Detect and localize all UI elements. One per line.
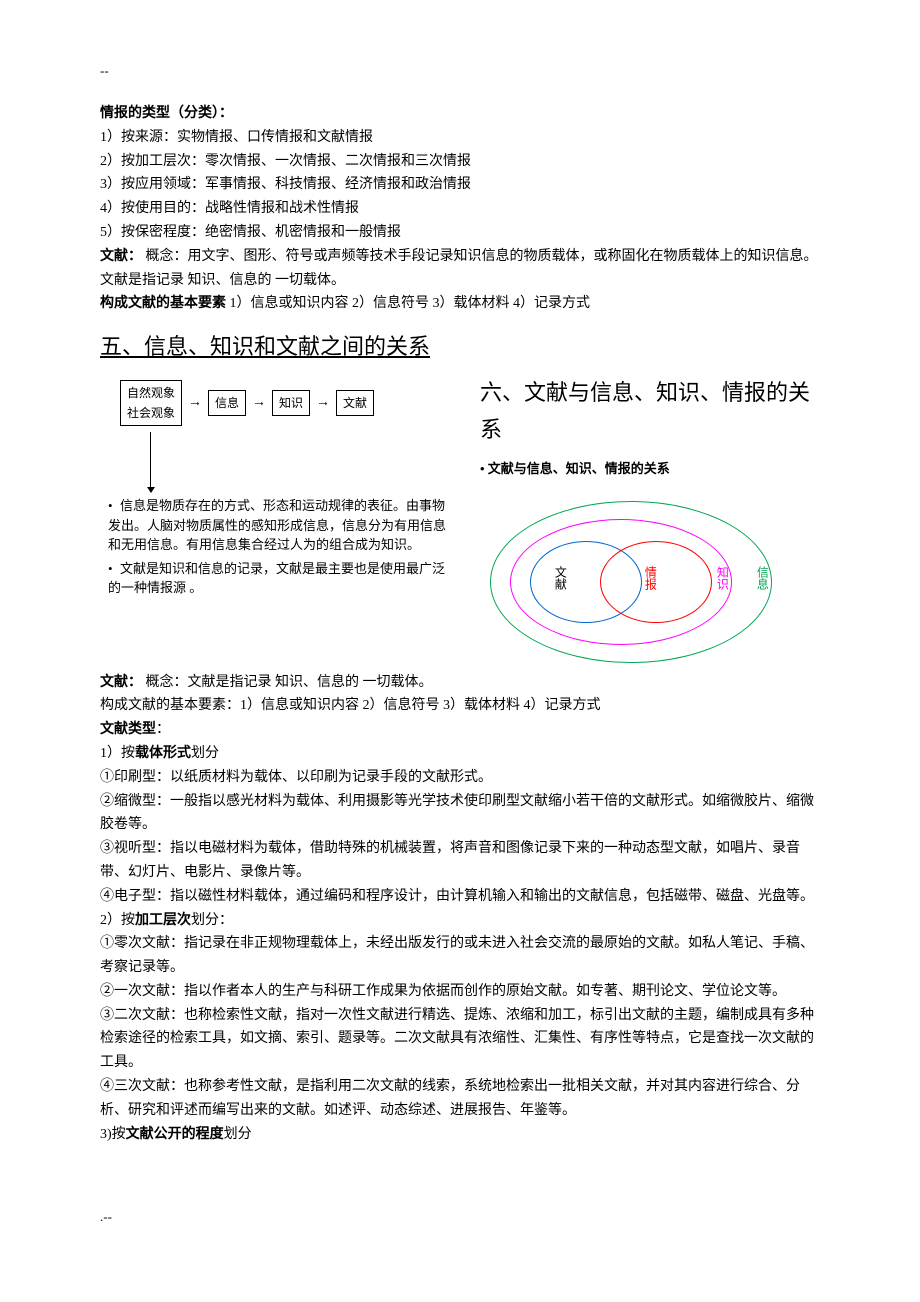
gouchen-para: 构成文献的基本要素 1）信息或知识内容 2）信息符号 3）载体材料 4）记录方式: [100, 292, 820, 316]
cat1-item: ①印刷型：以纸质材料为载体、以印刷为记录手段的文献形式。: [100, 766, 820, 790]
gouchen-items: 1）信息或知识内容 2）信息符号 3）载体材料 4）记录方式: [226, 296, 590, 311]
cat1-item: ④电子型：指以磁性材料载体，通过编码和程序设计，由计算机输入和输出的文献信息，包…: [100, 885, 820, 909]
flow-box-info: 信息: [208, 390, 246, 416]
cat1-tail: 划分: [191, 746, 219, 761]
flow-row: 自然观象 社会观象 → 信息 → 知识 → 文献: [120, 380, 450, 427]
cat1-item: ②缩微型：一般指以感光材料为载体、利用摄影等光学技术使印刷型文献缩小若干倍的文献…: [100, 790, 820, 838]
bullet-text: 文献是知识和信息的记录，文献是最主要也是使用最广泛的一种情报源 。: [108, 561, 445, 596]
cat3-heading: 3)按文献公开的程度划分: [100, 1123, 820, 1147]
cat2-tail: 划分：: [191, 913, 233, 928]
bullet-dot: •: [108, 559, 120, 579]
bullet-block-1: •信息是物质存在的方式、形态和运动规律的表征。由事物发出。人脑对物质属性的感知形…: [108, 496, 450, 555]
cat2-item: ②一次文献：指以作者本人的生产与科研工作成果为依据而创作的原始文献。如专著、期刊…: [100, 980, 820, 1004]
type-item: 2）按加工层次：零次情报、一次情报、二次情报和三次情报: [100, 150, 820, 174]
right-venn-diagram: 六、文献与信息、知识、情报的关系 • 文献与信息、知识、情报的关系 文献 情报 …: [470, 374, 820, 671]
footer-dash: .--: [100, 1206, 820, 1228]
wenxian-concept: 概念：用文字、图形、符号或声频等技术手段记录知识信息的物质载体，或称固化在物质载…: [100, 249, 818, 288]
flow-box-line: 自然观象: [127, 383, 175, 403]
cat1-bold: 载体形式: [135, 746, 191, 761]
wenxian2-gouchen: 构成文献的基本要素：1）信息或知识内容 2）信息符号 3）载体材料 4）记录方式: [100, 694, 820, 718]
section6-title: 六、文献与信息、知识、情报的关系: [480, 374, 820, 449]
wenxian-type-label: 文献类型: [100, 722, 156, 737]
arrow-icon: →: [252, 391, 266, 415]
gouchen-label: 构成文献的基本要素: [100, 296, 226, 311]
cat2-bold: 加工层次: [135, 913, 191, 928]
wenxian2-para: 文献： 概念：文献是指记录 知识、信息的 一切载体。: [100, 671, 820, 695]
section5-title: 五、信息、知识和文献之间的关系: [100, 328, 820, 365]
venn-label-zhishi: 知识: [712, 566, 732, 590]
venn-label-xinxi: 信息: [752, 566, 772, 590]
bullet-text: 信息是物质存在的方式、形态和运动规律的表征。由事物发出。人脑对物质属性的感知形成…: [108, 498, 446, 552]
arrow-icon: →: [316, 391, 330, 415]
type-item: 1）按来源：实物情报、口传情报和文献情报: [100, 126, 820, 150]
cat3-head: 3)按: [100, 1127, 126, 1142]
top-dash: --: [100, 60, 820, 82]
cat2-head: 2）按: [100, 913, 135, 928]
cat3-tail: 划分: [224, 1127, 252, 1142]
cat1-heading: 1）按载体形式划分: [100, 742, 820, 766]
wenxian-type-colon: ：: [156, 722, 170, 737]
section6-sub: • 文献与信息、知识、情报的关系: [480, 458, 820, 480]
wenxian-para: 文献： 概念：用文字、图形、符号或声频等技术手段记录知识信息的物质载体，或称固化…: [100, 245, 820, 293]
flow-box-knowledge: 知识: [272, 390, 310, 416]
type-item: 5）按保密程度：绝密情报、机密情报和一般情报: [100, 221, 820, 245]
cat2-heading: 2）按加工层次划分：: [100, 909, 820, 933]
cat3-bold: 文献公开的程度: [126, 1127, 224, 1142]
cat1-head: 1）按: [100, 746, 135, 761]
venn-label-wenxian: 文献: [550, 566, 570, 590]
venn-label-qingbao: 情报: [640, 566, 660, 590]
venn-diagram: 文献 情报 知识 信息: [480, 491, 780, 671]
flow-box-literature: 文献: [336, 390, 374, 416]
two-column-diagrams: 自然观象 社会观象 → 信息 → 知识 → 文献 •信息是物质存在的方式、形态和…: [100, 374, 820, 671]
left-flow-diagram: 自然观象 社会观象 → 信息 → 知识 → 文献 •信息是物质存在的方式、形态和…: [100, 374, 450, 602]
type-item: 3）按应用领域：军事情报、科技情报、经济情报和政治情报: [100, 173, 820, 197]
wenxian-label: 文献：: [100, 249, 142, 264]
wenxian2-concept: 概念：文献是指记录 知识、信息的 一切载体。: [142, 675, 433, 690]
flow-drop-line: [150, 432, 450, 492]
bullet-block-2: •文献是知识和信息的记录，文献是最主要也是使用最广泛的一种情报源 。: [108, 559, 450, 598]
cat2-item: ④三次文献：也称参考性文献，是指利用二次文献的线索，系统地检索出一批相关文献，并…: [100, 1075, 820, 1123]
heading-types: 情报的类型（分类）：: [100, 102, 820, 126]
bullet-dot: •: [108, 496, 120, 516]
arrow-icon: →: [188, 391, 202, 415]
cat2-item: ③二次文献：也称检索性文献，指对一次性文献进行精选、提炼、浓缩和加工，标引出文献…: [100, 1004, 820, 1075]
flow-box-source: 自然观象 社会观象: [120, 380, 182, 427]
wenxian2-label: 文献：: [100, 675, 142, 690]
type-item: 4）按使用目的：战略性情报和战术性情报: [100, 197, 820, 221]
flow-box-line: 社会观象: [127, 403, 175, 423]
cat1-item: ③视听型：指以电磁材料为载体，借助特殊的机械装置，将声音和图像记录下来的一种动态…: [100, 837, 820, 885]
cat2-item: ①零次文献：指记录在非正规物理载体上，未经出版发行的或未进入社会交流的最原始的文…: [100, 932, 820, 980]
wenxian-type-heading: 文献类型：: [100, 718, 820, 742]
